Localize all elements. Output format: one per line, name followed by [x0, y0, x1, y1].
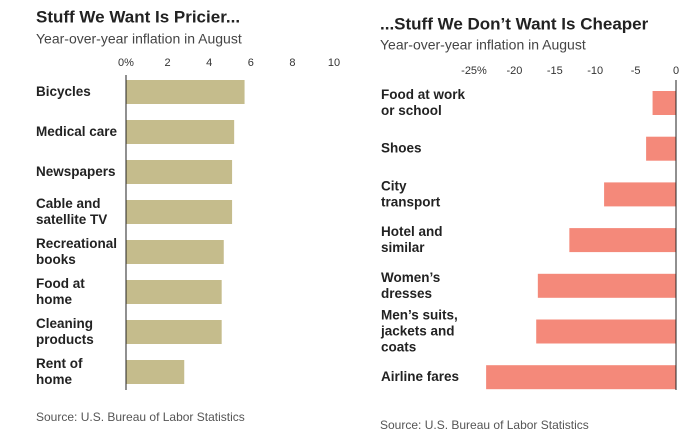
x-tick-label: 10 — [328, 57, 340, 69]
x-tick-label: 2 — [165, 57, 171, 69]
chart-subtitle: Year-over-year inflation in August — [36, 31, 242, 47]
chart-title: Stuff We Want Is Pricier... — [36, 7, 240, 26]
x-tick-label: -20 — [506, 65, 522, 77]
category-label: Hotel and similar — [381, 224, 443, 255]
x-tick-label: 8 — [289, 57, 295, 69]
x-tick-label: -15 — [547, 65, 563, 77]
category-label: Medical care — [36, 124, 118, 139]
category-label: Airline fares — [381, 369, 459, 384]
bar — [536, 319, 676, 344]
bar — [569, 228, 676, 253]
category-label: Men’s suits, jackets and coats — [380, 307, 458, 354]
x-tick-label: -25% — [461, 65, 487, 77]
bar — [126, 160, 233, 184]
category-label: Cleaning products — [36, 316, 94, 347]
bar — [646, 136, 676, 161]
bar — [126, 240, 224, 264]
category-label: Food at work or school — [381, 87, 465, 118]
bar — [126, 320, 222, 344]
x-tick-label: 0% — [118, 57, 134, 69]
x-tick-label: -10 — [587, 65, 603, 77]
bar — [126, 280, 222, 304]
bar — [126, 360, 185, 384]
category-label: Newspapers — [36, 164, 116, 179]
bar — [652, 91, 676, 115]
bar — [126, 120, 235, 144]
category-label: Food at home — [36, 276, 85, 307]
category-label: Women’s dresses — [381, 269, 440, 300]
bar — [126, 80, 245, 104]
chart-subtitle: Year-over-year inflation in August — [380, 37, 586, 53]
bar — [486, 365, 676, 390]
bar — [604, 182, 676, 207]
category-label: Rent of home — [36, 356, 83, 387]
category-label: Recreational books — [36, 236, 117, 267]
chart-title: ...Stuff We Don’t Want Is Cheaper — [380, 14, 649, 33]
category-label: Bicycles — [36, 84, 91, 99]
bar — [537, 273, 676, 298]
x-tick-label: -5 — [631, 65, 641, 77]
source-note: Source: U.S. Bureau of Labor Statistics — [36, 410, 245, 424]
category-label: City transport — [381, 178, 441, 209]
source-note: Source: U.S. Bureau of Labor Statistics — [380, 418, 589, 432]
category-label: Shoes — [381, 140, 422, 155]
x-tick-label: 0 — [673, 65, 679, 77]
x-tick-label: 6 — [248, 57, 254, 69]
x-tick-label: 4 — [206, 57, 212, 69]
bar — [126, 200, 233, 224]
category-label: Cable and satellite TV — [36, 196, 107, 227]
